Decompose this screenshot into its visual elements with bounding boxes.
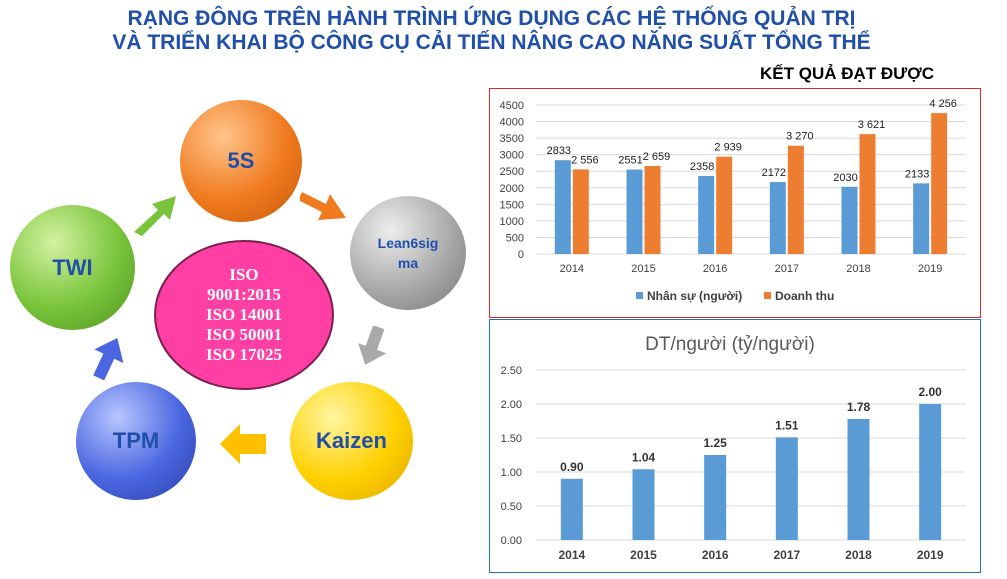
- bar: [626, 169, 643, 254]
- data-label: 2030: [833, 172, 857, 184]
- x-tick-label: 2017: [775, 263, 799, 275]
- page-title-line1: RẠNG ĐÔNG TRÊN HÀNH TRÌNH ỨNG DỤNG CÁC H…: [127, 7, 856, 30]
- x-tick-label: 2019: [917, 548, 944, 562]
- node-tpm: TPM: [76, 382, 196, 500]
- x-tick-label: 2014: [560, 263, 584, 275]
- iso-line: ISO 14001: [205, 305, 283, 324]
- x-tick-label: 2017: [773, 548, 800, 562]
- arrow-5s-to-lean-icon: [300, 192, 346, 220]
- y-tick-label: 1500: [500, 199, 524, 211]
- data-label: 2133: [905, 168, 929, 180]
- iso-line: ISO 50001: [205, 325, 283, 344]
- y-tick-label: 1.00: [501, 467, 522, 479]
- y-tick-label: 4000: [500, 117, 524, 129]
- bar: [787, 145, 804, 254]
- node-lean6sigma: Lean6sig ma: [350, 196, 466, 310]
- data-label: 2 556: [571, 154, 599, 166]
- bar: [572, 169, 589, 254]
- x-tick-label: 2015: [631, 263, 655, 275]
- iso-line: ISO: [229, 265, 259, 284]
- bar: [919, 404, 942, 540]
- iso-line: 9001:2015: [207, 285, 281, 304]
- bar: [644, 165, 661, 254]
- arrow-tpm-to-twi-icon: [93, 338, 124, 380]
- x-tick-label: 2016: [703, 263, 727, 275]
- chart-staff-revenue-svg: 0 500 1000 1500 2000 2500 3000 3500 4000 4500 2014…: [500, 98, 966, 303]
- y-tick-label: 0.50: [501, 501, 522, 513]
- node-kaizen-label: Kaizen: [316, 428, 387, 453]
- data-label: 3 270: [786, 131, 814, 143]
- node-5s: 5S: [180, 100, 302, 222]
- arrow-kaizen-to-tpm-icon: [220, 424, 266, 464]
- chart-staff-revenue: 0 500 1000 1500 2000 2500 3000 3500 4000 4500 2014…: [489, 88, 981, 318]
- data-label: 1.78: [847, 400, 871, 414]
- arrow-lean-to-kaizen-icon: [358, 326, 387, 365]
- data-label: 2.00: [918, 385, 942, 399]
- bar: [841, 186, 858, 254]
- y-tick-label: 2000: [500, 183, 524, 195]
- data-label: 2551: [618, 155, 642, 167]
- bar: [913, 183, 930, 254]
- iso-line: ISO 17025: [205, 345, 283, 364]
- bar: [698, 175, 715, 254]
- data-label: 2 939: [714, 142, 742, 154]
- node-tpm-label: TPM: [112, 428, 160, 453]
- chart-revenue-per-person: DT/người (tỷ/người) 0.00 0.50 1.00 1.50 2.00 2…: [489, 319, 981, 573]
- x-tick-label: 2015: [630, 548, 657, 562]
- legend-label: Nhân sự (người): [647, 289, 742, 303]
- y-tick-label: 1000: [500, 216, 524, 228]
- data-label: 4 256: [929, 98, 957, 110]
- node-lean-label-1: Lean6sig: [377, 235, 439, 251]
- x-tick-label: 2018: [846, 263, 870, 275]
- data-label: 2358: [690, 161, 714, 173]
- y-tick-label: 3000: [500, 150, 524, 162]
- bar: [859, 134, 876, 254]
- data-label: 2 659: [643, 151, 671, 163]
- node-twi-label: TWI: [52, 254, 93, 280]
- data-label: 3 621: [858, 119, 886, 131]
- y-tick-label: 3500: [500, 133, 524, 145]
- x-tick-label: 2018: [845, 548, 872, 562]
- node-kaizen: Kaizen: [290, 382, 413, 500]
- y-tick-label: 2.00: [501, 399, 522, 411]
- data-label: 1.51: [775, 418, 799, 432]
- bar: [769, 182, 786, 254]
- bar: [716, 156, 733, 254]
- bar: [554, 160, 571, 254]
- x-tick-label: 2014: [558, 548, 585, 562]
- data-label: 0.90: [560, 460, 584, 474]
- arrow-twi-to-5s-icon: [134, 196, 176, 236]
- results-heading: KẾT QUẢ ĐẠT ĐƯỢC: [760, 64, 935, 83]
- legend-label: Doanh thu: [775, 289, 834, 303]
- y-tick-label: 2500: [500, 166, 524, 178]
- bar: [632, 469, 655, 540]
- node-twi: TWI: [10, 205, 135, 330]
- bar: [704, 455, 727, 540]
- legend-swatch: [764, 292, 771, 299]
- page-title-line2: VÀ TRIỂN KHAI BỘ CÔNG CỤ CẢI TIẾN NÂNG C…: [112, 31, 871, 54]
- chart-revenue-per-person-svg: DT/người (tỷ/người) 0.00 0.50 1.00 1.50 2.00 2…: [501, 334, 966, 562]
- chart-title: DT/người (tỷ/người): [645, 334, 815, 355]
- data-label: 1.25: [703, 436, 727, 450]
- data-label: 1.04: [632, 450, 656, 464]
- bar: [931, 113, 948, 255]
- x-tick-label: 2019: [918, 263, 942, 275]
- bar: [560, 478, 583, 540]
- node-lean-label-2: ma: [397, 255, 419, 271]
- node-iso-center: ISO 9001:2015 ISO 14001 ISO 50001 ISO 17…: [154, 240, 334, 390]
- y-tick-label: 1.50: [501, 433, 522, 445]
- x-tick-label: 2016: [702, 548, 729, 562]
- y-tick-label: 0.00: [501, 535, 522, 547]
- legend-swatch: [636, 292, 643, 299]
- node-5s-label: 5S: [227, 148, 255, 173]
- bar: [775, 437, 798, 540]
- y-tick-label: 4500: [500, 100, 524, 112]
- y-tick-label: 500: [506, 232, 524, 244]
- bar: [847, 418, 870, 540]
- data-label: 2172: [762, 167, 786, 179]
- y-tick-label: 0: [518, 249, 524, 261]
- y-tick-label: 2.50: [501, 365, 522, 377]
- data-label: 2833: [547, 145, 571, 157]
